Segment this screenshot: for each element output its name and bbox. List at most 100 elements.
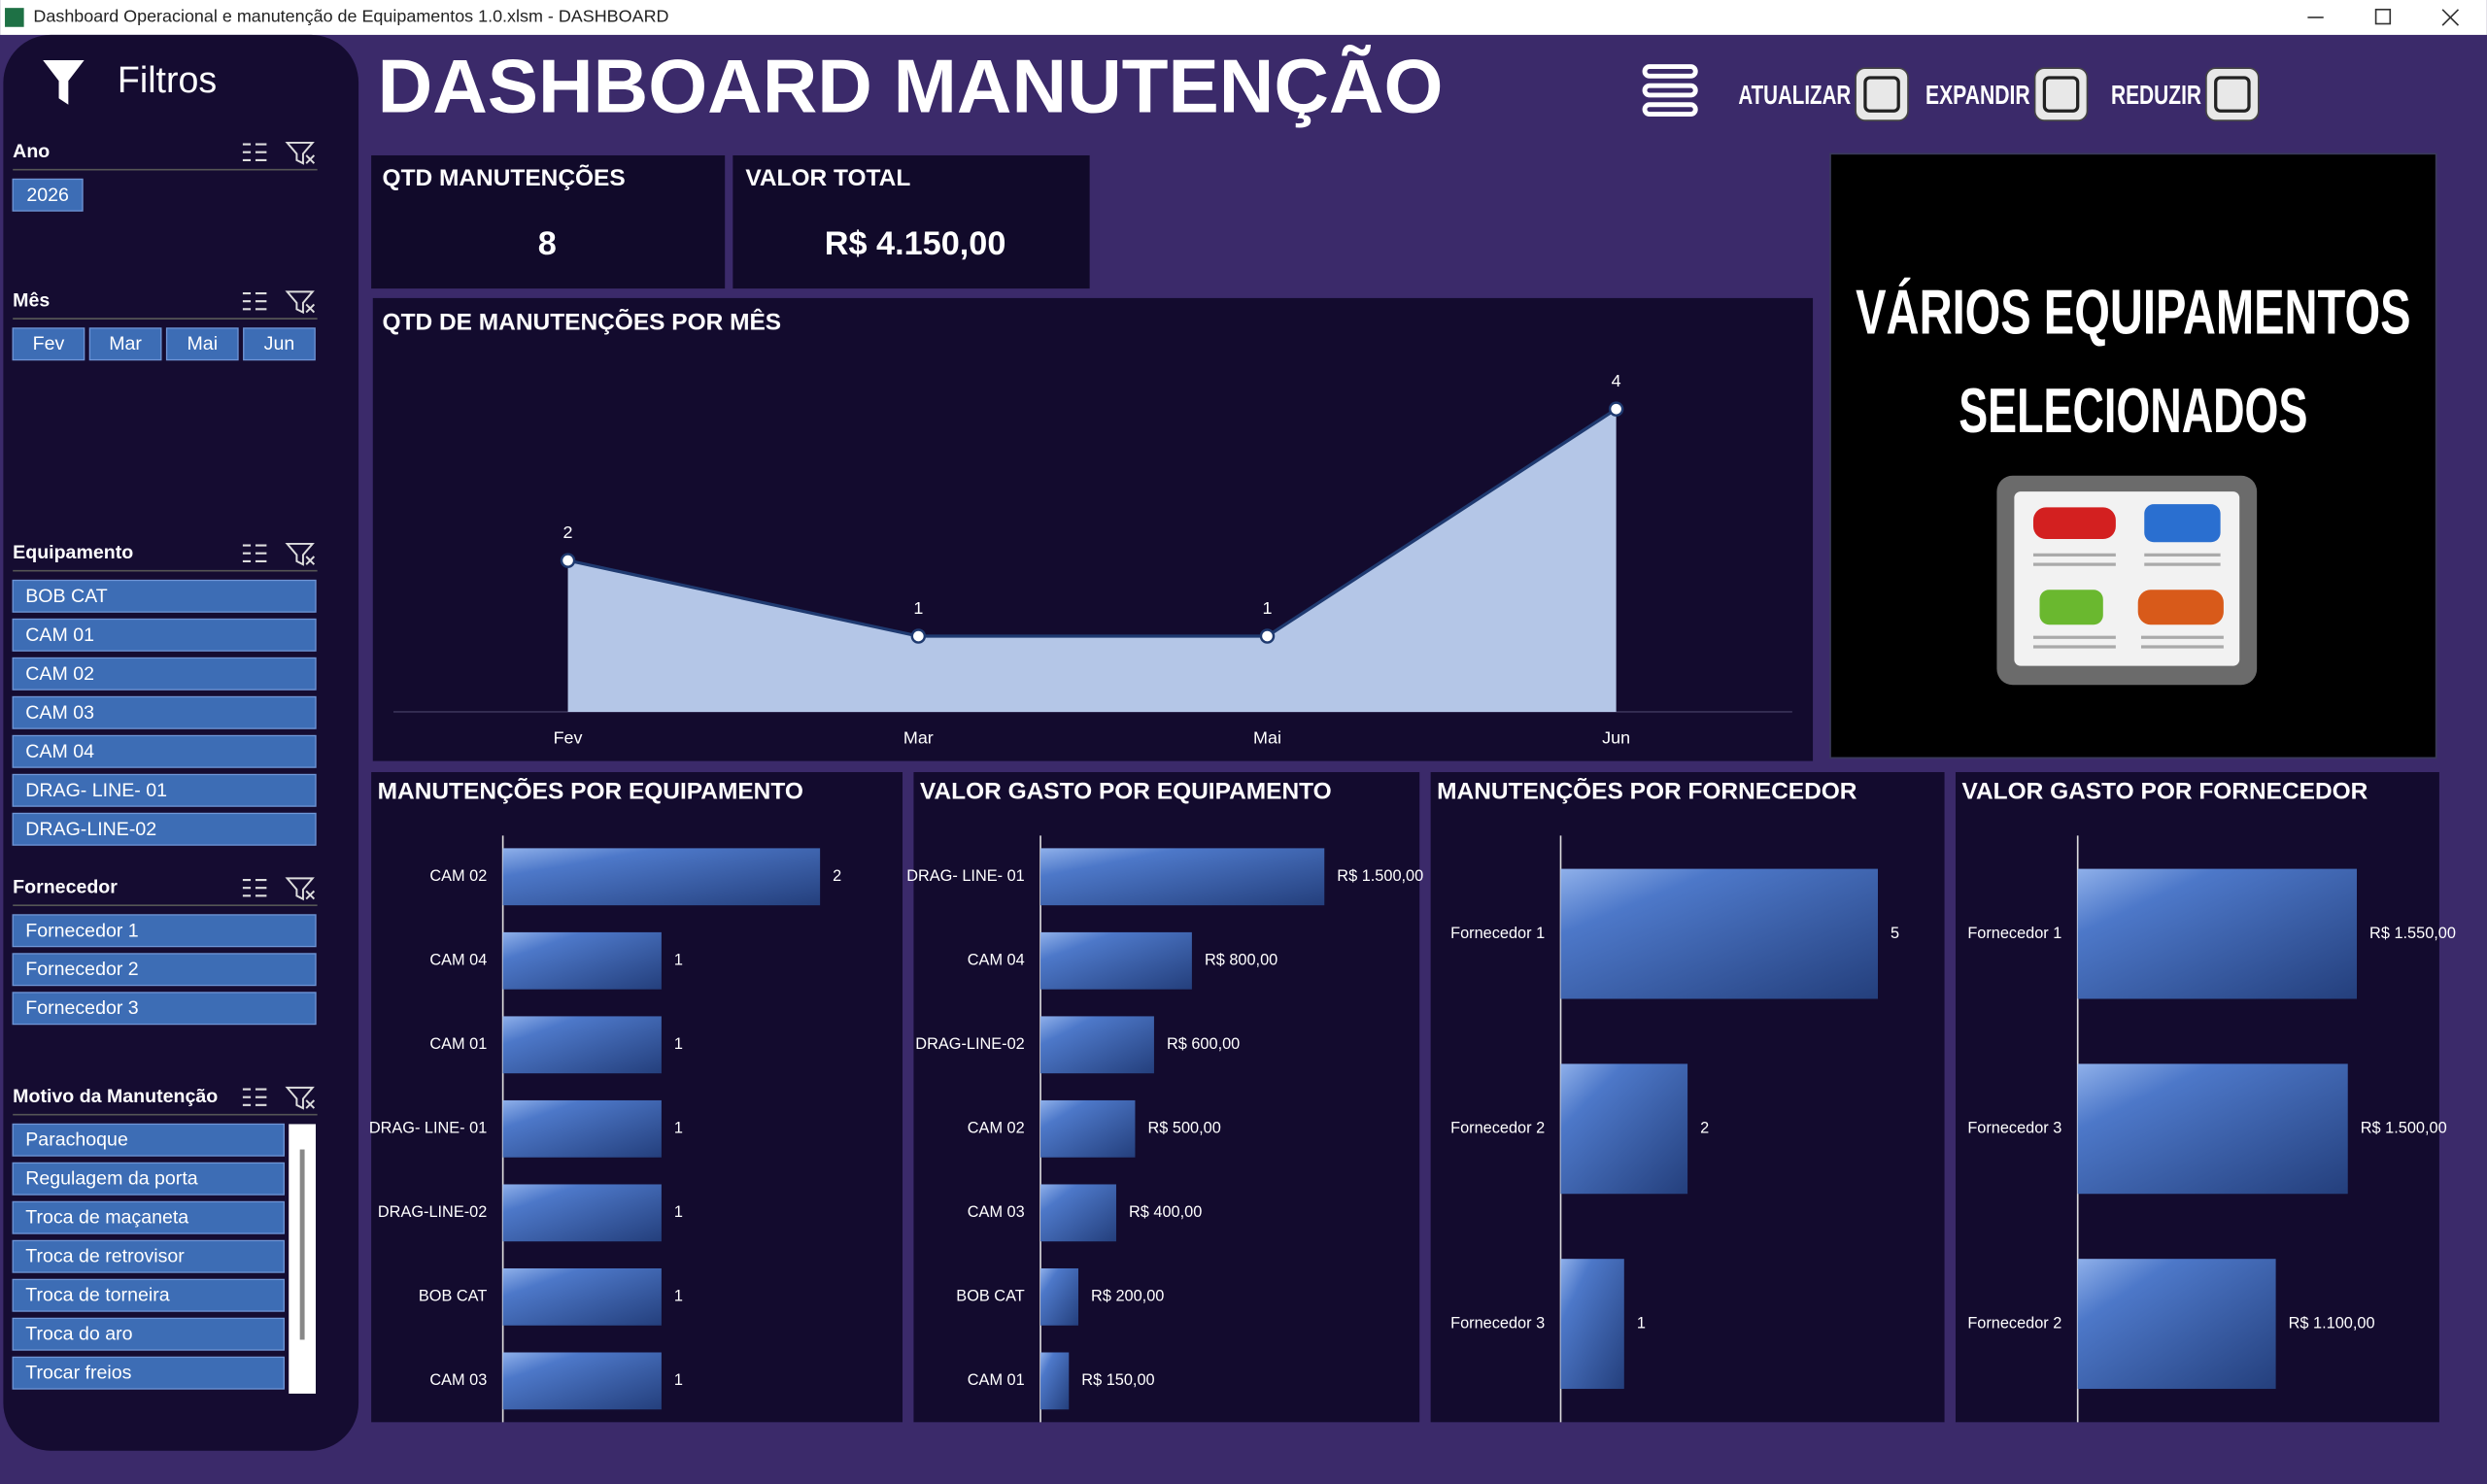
filter-heading: Mês	[13, 289, 50, 311]
data-label: 1	[674, 1371, 683, 1389]
menu-icon[interactable]	[1642, 64, 1698, 117]
category-label: DRAG- LINE- 01	[906, 867, 1024, 885]
bar	[502, 848, 821, 906]
filter-button[interactable]	[12, 618, 317, 652]
filter-button-label[interactable]: Troca de retrovisor	[25, 1246, 185, 1267]
filter-button-label[interactable]: Troca do aro	[25, 1324, 132, 1345]
header-button-icon-inner[interactable]	[1863, 76, 1900, 113]
category-label: CAM 02	[968, 1120, 1025, 1137]
filter-button[interactable]	[12, 1123, 286, 1157]
filter-button[interactable]	[12, 953, 317, 987]
vehicles-icon	[1996, 475, 2258, 686]
filter-button[interactable]	[12, 1278, 286, 1312]
filter-button-label[interactable]: Mar	[109, 333, 142, 354]
bar	[502, 931, 662, 990]
excel-icon	[5, 8, 24, 27]
filter-button-label[interactable]: CAM 01	[25, 624, 94, 646]
filter-button-label[interactable]: Troca de torneira	[25, 1285, 169, 1306]
filter-button-label[interactable]: CAM 04	[25, 741, 94, 762]
filter-button[interactable]	[12, 579, 317, 613]
filter-button[interactable]	[12, 695, 317, 729]
filter-button[interactable]	[12, 1162, 286, 1196]
category-label: Fornecedor 2	[1967, 1314, 2061, 1332]
header-button-label[interactable]: REDUZIR	[2111, 80, 2201, 110]
clear-filter-icon[interactable]	[285, 542, 316, 566]
multi-select-icon[interactable]	[242, 143, 267, 161]
category-label: Fornecedor 3	[1967, 1120, 2061, 1137]
filter-button[interactable]	[243, 327, 316, 361]
filter-button[interactable]	[12, 1200, 286, 1234]
data-label: 1	[674, 1203, 683, 1221]
scrollbar-thumb[interactable]	[299, 1149, 305, 1340]
clear-filter-icon[interactable]	[285, 141, 316, 165]
filter-button[interactable]	[12, 914, 317, 948]
data-label: R$ 800,00	[1205, 952, 1278, 969]
filter-button-label[interactable]: Fornecedor 2	[25, 959, 138, 980]
filter-button[interactable]	[12, 812, 317, 846]
filter-button-label[interactable]: Trocar freios	[25, 1363, 131, 1384]
header-button-icon-inner[interactable]	[2042, 76, 2080, 113]
multi-select-icon[interactable]	[242, 291, 267, 311]
filter-button[interactable]	[12, 734, 317, 768]
data-label: R$ 400,00	[1129, 1203, 1202, 1221]
filter-button-label[interactable]: BOB CAT	[25, 586, 108, 607]
filter-button-label[interactable]: Fornecedor 1	[25, 920, 138, 941]
filter-button-label[interactable]: 2026	[26, 185, 69, 206]
filter-button-label[interactable]: Parachoque	[25, 1130, 128, 1151]
filter-button-label[interactable]: Mai	[187, 333, 219, 354]
kpi-label: QTD MANUTENÇÕES	[383, 164, 626, 191]
filter-button-label[interactable]: Fev	[33, 333, 65, 354]
filter-button[interactable]	[12, 992, 317, 1026]
filter-button[interactable]	[12, 1356, 286, 1390]
chart-title: VALOR GASTO POR FORNECEDOR	[1962, 779, 2368, 805]
close-button[interactable]	[2441, 9, 2460, 26]
clear-filter-icon[interactable]	[285, 290, 316, 315]
filter-button[interactable]	[88, 327, 162, 361]
filter-button-label[interactable]: DRAG-LINE-02	[25, 819, 156, 840]
filter-button-label[interactable]: CAM 02	[25, 663, 94, 685]
chart-title: MANUTENÇÕES POR EQUIPAMENTO	[378, 778, 803, 805]
clear-filter-icon[interactable]	[285, 877, 316, 901]
header-button-label[interactable]: EXPANDIR	[1925, 80, 2030, 110]
header-button-label[interactable]: ATUALIZAR	[1738, 80, 1851, 110]
restore-button[interactable]	[2374, 8, 2392, 25]
filter-heading: Equipamento	[13, 542, 133, 563]
bar	[1040, 1267, 1079, 1326]
window-title: Dashboard Operacional e manutenção de Eq…	[33, 7, 668, 26]
data-label: R$ 150,00	[1081, 1371, 1154, 1389]
multi-select-icon[interactable]	[242, 1088, 267, 1106]
bar	[502, 1099, 662, 1158]
filter-button-label[interactable]: Troca de maçaneta	[25, 1207, 188, 1229]
filter-button[interactable]	[12, 657, 317, 691]
filter-button[interactable]	[12, 327, 85, 361]
clear-filter-icon[interactable]	[285, 1086, 316, 1110]
filter-button[interactable]	[165, 327, 239, 361]
x-tick-label: Mai	[1253, 727, 1281, 747]
filter-button-label[interactable]: DRAG- LINE- 01	[25, 780, 167, 801]
filter-button[interactable]	[12, 178, 84, 212]
multi-select-icon[interactable]	[242, 878, 267, 897]
data-label: 1	[674, 1035, 683, 1053]
header-button-icon[interactable]	[2033, 67, 2089, 121]
data-label: 1	[913, 598, 923, 618]
category-label: CAM 04	[968, 952, 1025, 969]
category-label: DRAG- LINE- 01	[369, 1120, 487, 1137]
multi-select-icon[interactable]	[242, 544, 267, 562]
header-button-icon-inner[interactable]	[2214, 76, 2251, 113]
category-label: CAM 01	[968, 1371, 1025, 1389]
category-label: BOB CAT	[419, 1288, 487, 1305]
filter-button[interactable]	[12, 773, 317, 807]
category-label: Fornecedor 1	[1967, 925, 2061, 942]
data-label: 1	[1262, 598, 1272, 618]
filter-button[interactable]	[12, 1239, 286, 1273]
data-label: R$ 1.550,00	[2369, 925, 2456, 942]
header-button-icon[interactable]	[1855, 67, 1909, 121]
filter-button-label[interactable]: Fornecedor 3	[25, 997, 139, 1019]
filter-button-label[interactable]: Jun	[264, 333, 295, 354]
data-label: 1	[674, 1288, 683, 1305]
filter-button-label[interactable]: Regulagem da porta	[25, 1168, 198, 1190]
header-button-icon[interactable]	[2205, 67, 2260, 121]
filter-button-label[interactable]: CAM 03	[25, 702, 94, 724]
filter-button[interactable]	[12, 1317, 286, 1351]
